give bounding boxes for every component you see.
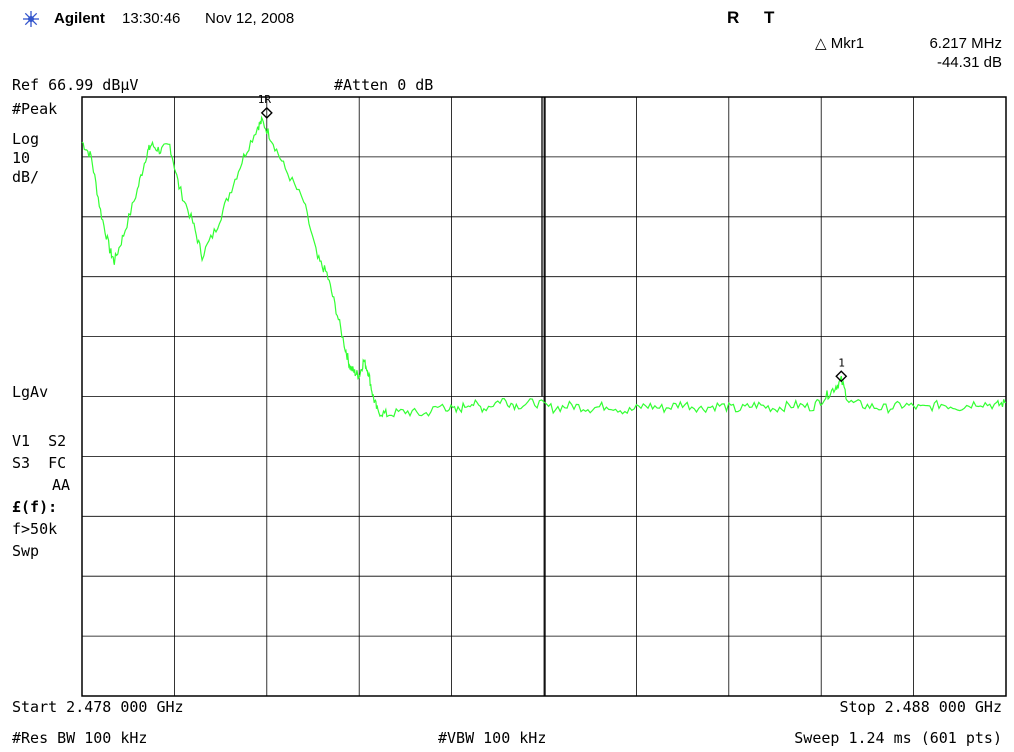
ef-indicator: £(f): — [12, 498, 58, 516]
graticule — [81, 96, 1007, 697]
detector-mode: #Peak — [12, 100, 58, 118]
display-line-marker — [541, 97, 546, 696]
status-r-indicator: R — [727, 8, 740, 27]
brand-label: Agilent — [54, 10, 105, 27]
attenuation: #Atten 0 dB — [334, 76, 434, 94]
marker-ref-diamond — [260, 106, 273, 119]
reference-level: Ref 66.99 dBµV — [12, 76, 139, 94]
marker-frequency: 6.217 MHz — [929, 35, 1002, 52]
aa-indicator: AA — [52, 476, 71, 494]
marker-ref-label: 1R — [258, 93, 272, 106]
trace-line — [81, 115, 1007, 418]
scale-type: Log — [12, 130, 40, 148]
marker-label: △ Mkr1 — [815, 35, 865, 52]
status-t-indicator: T — [764, 8, 775, 27]
s3-fc-indicator: S3 FC — [12, 454, 67, 472]
stop-frequency: Stop 2.488 000 GHz — [839, 698, 1002, 716]
timestamp-time: 13:30:46 — [122, 10, 181, 27]
scale-value: 10 — [12, 149, 31, 167]
average-type: LgAv — [12, 383, 49, 401]
marker-delta-value: -44.31 dB — [936, 54, 1002, 71]
resolution-bandwidth: #Res BW 100 kHz — [12, 729, 148, 747]
marker-delta-diamond — [835, 370, 848, 383]
marker-delta-label: 1 — [838, 356, 845, 369]
marker-group: 1R 1 — [258, 93, 848, 383]
sweep-indicator: Swp — [12, 542, 40, 560]
start-frequency: Start 2.478 000 GHz — [12, 698, 184, 716]
spectrum-trace — [81, 115, 1007, 418]
sweep-time: Sweep 1.24 ms (601 pts) — [794, 729, 1002, 747]
video-bandwidth: #VBW 100 kHz — [438, 729, 547, 747]
timestamp-date: Nov 12, 2008 — [205, 10, 295, 27]
filter-indicator: f>50k — [12, 520, 58, 538]
agilent-logo-icon — [23, 11, 39, 27]
scale-unit: dB/ — [12, 168, 40, 186]
v1-s2-indicator: V1 S2 — [12, 432, 67, 450]
